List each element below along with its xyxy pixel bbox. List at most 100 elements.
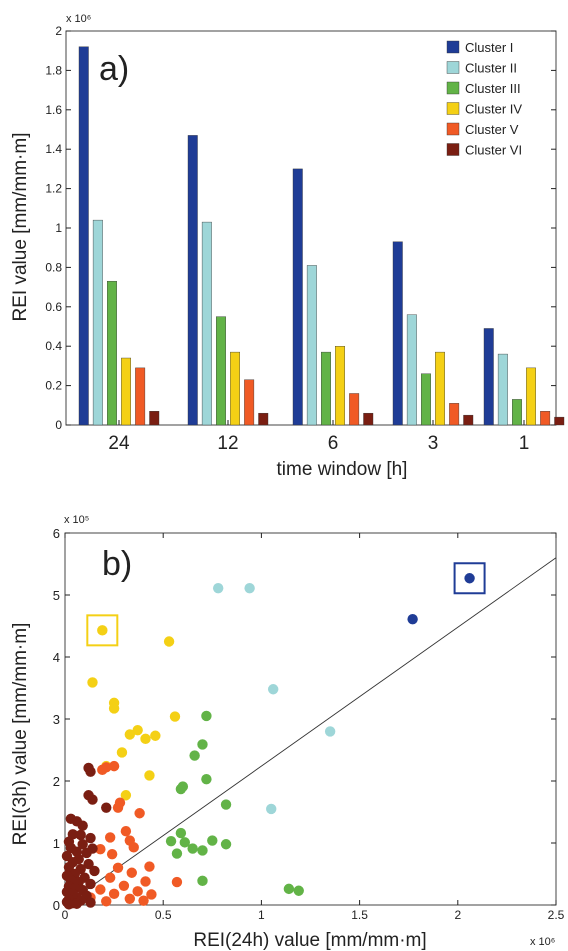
scatter-point — [144, 861, 155, 872]
bar — [392, 241, 403, 426]
bar — [335, 346, 345, 426]
scatter-point — [104, 832, 116, 843]
scatter-point — [207, 835, 218, 846]
y-tick-label: 1 — [55, 221, 62, 235]
legend-entry: Cluster I — [465, 40, 513, 55]
panel-b-x-multiplier: x 10⁶ — [530, 936, 555, 948]
panel-a-ylabel: REI value [mm/mm·m] — [10, 133, 31, 322]
scatter-point — [197, 739, 208, 750]
scatter-point — [165, 835, 177, 847]
panel-b-label: b) — [102, 545, 132, 583]
highlight-box — [86, 614, 119, 647]
scatter-point — [101, 896, 112, 907]
bar — [421, 373, 431, 426]
scatter-point — [146, 889, 157, 900]
bar — [258, 412, 269, 426]
scatter-point — [132, 886, 143, 897]
scatter-point — [212, 582, 224, 594]
scatter-point — [120, 826, 132, 837]
scatter-point — [138, 895, 149, 906]
scatter-point — [140, 733, 151, 745]
scatter-point — [124, 729, 136, 740]
bar — [306, 265, 317, 426]
scatter-point — [108, 760, 120, 772]
x-tick-label: 6 — [328, 433, 339, 454]
scatter-point — [171, 876, 183, 888]
scatter-point — [267, 684, 279, 695]
legend-entry: Cluster IV — [465, 102, 522, 117]
scatter-point — [128, 842, 139, 853]
scatter-point — [108, 888, 120, 900]
panel-b-xlabel: REI(24h) value [mm/mm·m] — [193, 930, 426, 951]
panel-a-plot: 0 0.2 0.4 0.6 0.8 1 1.2 1.4 1.6 1.8 2 24 12 6 3 1 — [45, 24, 565, 454]
legend-entry: Cluster II — [465, 61, 517, 76]
scatter-point — [126, 867, 137, 878]
scatter-point — [108, 703, 120, 714]
y-tick-label: 0.8 — [45, 260, 62, 274]
scatter-point — [112, 862, 124, 873]
scatter-point — [77, 839, 88, 850]
legend-entry: Cluster III — [465, 81, 521, 96]
panel-a-xlabel: time window [h] — [277, 459, 408, 480]
scatter-point — [175, 783, 187, 795]
scatter-point — [87, 794, 98, 805]
y-tick-label: 4 — [53, 650, 60, 665]
scatter-point — [169, 711, 181, 722]
bar — [512, 399, 522, 426]
scatter-point — [464, 573, 475, 584]
scatter-point — [124, 893, 136, 904]
bar — [244, 379, 255, 426]
scatter-point — [189, 750, 200, 761]
scatter-point — [118, 880, 130, 891]
legend-swatch — [446, 40, 460, 54]
bar — [435, 351, 445, 426]
scatter-chart-panel-b: x 10⁵ 0 1 2 3 4 5 6 0 0.5 1 1.5 2 2.5 b) x 10⁶ REI(2… — [10, 514, 565, 951]
bar — [554, 416, 565, 426]
bar — [78, 46, 89, 426]
scatter-point — [197, 875, 208, 887]
panel-a-label: a) — [99, 50, 129, 88]
scatter-point — [97, 625, 108, 636]
bar — [215, 316, 226, 426]
x-tick-label: 3 — [428, 433, 439, 454]
scatter-point — [85, 832, 96, 844]
panel-b-frame — [64, 532, 557, 906]
y-tick-label: 0 — [53, 898, 60, 913]
scatter-point — [150, 730, 161, 741]
bar — [106, 280, 117, 426]
y-tick-label: 2 — [55, 24, 62, 38]
bar — [92, 219, 103, 426]
scatter-point — [220, 839, 232, 850]
scatter-point — [89, 865, 100, 877]
y-tick-label: 0 — [55, 418, 62, 432]
scatter-point — [87, 677, 98, 688]
scatter-point — [112, 802, 124, 813]
x-tick-label: 1 — [258, 908, 265, 922]
bar — [121, 357, 132, 426]
legend-swatch — [446, 102, 460, 115]
legend-swatch — [446, 122, 460, 136]
legend-entry: Cluster V — [465, 122, 519, 137]
scatter-point — [95, 884, 106, 895]
legend-swatch — [446, 81, 460, 95]
x-tick-label: 0 — [62, 908, 69, 922]
scatter-point — [85, 766, 96, 777]
x-tick-label: 1 — [519, 433, 530, 454]
y-tick-label: 0.4 — [45, 339, 62, 353]
scatter-point — [324, 726, 336, 737]
bar — [406, 314, 417, 426]
bar — [497, 353, 508, 426]
scatter-point — [171, 848, 183, 859]
legend-swatch — [446, 61, 460, 74]
bar — [349, 393, 360, 426]
y-tick-label: 0.6 — [45, 300, 62, 314]
y-tick-label: 1.8 — [45, 63, 62, 77]
y-tick-label: 1.2 — [45, 182, 62, 196]
scatter-point — [220, 799, 232, 810]
scatter-point — [63, 899, 75, 910]
scatter-point — [106, 848, 118, 860]
scatter-point — [201, 773, 212, 785]
y-tick-label: 2 — [53, 774, 60, 789]
scatter-point — [201, 710, 212, 722]
